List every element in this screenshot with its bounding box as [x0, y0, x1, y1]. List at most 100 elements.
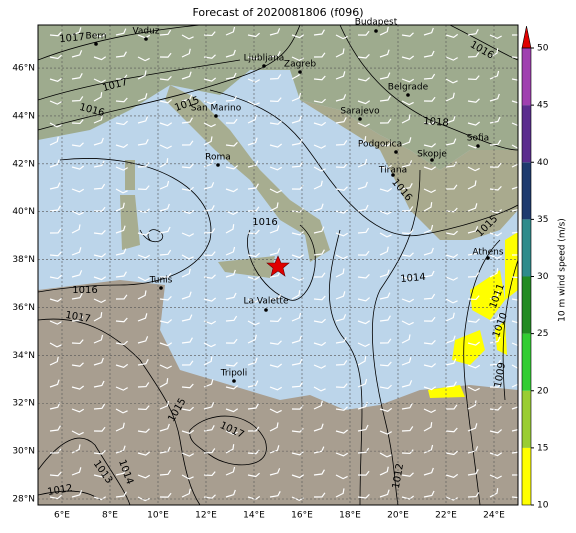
wind-barb — [137, 313, 148, 322]
wind-barb — [93, 312, 103, 322]
wind-barb — [379, 246, 389, 256]
city-label: Sarajevo — [340, 107, 380, 117]
wind-barb — [137, 254, 151, 259]
wind-barb — [423, 408, 436, 414]
wind-barb — [49, 228, 62, 234]
wind-barb — [159, 446, 171, 454]
wind-barb — [203, 100, 217, 105]
wind-barb — [225, 165, 239, 170]
wind-barb — [181, 209, 195, 215]
wind-barb — [71, 188, 85, 193]
city-dot — [486, 256, 490, 260]
wind-barb — [401, 114, 411, 124]
wind-barb — [203, 31, 216, 37]
lat-tick-label: 44°N — [12, 111, 35, 121]
wind-barb — [71, 270, 83, 278]
wind-barb — [291, 451, 305, 456]
colorbar-tick-label: 25 — [537, 329, 548, 339]
wind-barb — [115, 408, 128, 414]
wind-barb — [159, 226, 171, 234]
wind-barb — [335, 291, 346, 300]
wind-barb — [357, 424, 369, 432]
colorbar-segment — [522, 48, 531, 106]
colorbar-segment — [522, 390, 531, 448]
wind-barb — [181, 474, 194, 480]
city-dot — [216, 163, 220, 167]
wind-barb — [401, 100, 414, 106]
wind-barb — [115, 202, 125, 212]
wind-barb — [137, 451, 151, 456]
wind-barb — [313, 295, 326, 301]
map-labels: 6°E 8°E 10°E 12°E 14°E 16°E 18°E 20°E 22°E 24°E 28… — [12, 18, 510, 521]
wind-barb — [445, 253, 459, 259]
wind-barb — [269, 188, 282, 194]
wind-barb — [269, 445, 280, 454]
wind-barb — [313, 75, 326, 81]
wind-barb — [203, 356, 213, 366]
wind-barb — [71, 408, 85, 413]
wind-barb — [511, 447, 523, 454]
lat-tick-label: 30°N — [12, 447, 35, 457]
wind-barb — [401, 320, 414, 326]
wind-barb — [313, 492, 326, 498]
wind-barb — [225, 141, 238, 147]
wind-barb — [49, 100, 62, 105]
wind-barb — [49, 448, 62, 454]
colorbar-tick-label: 45 — [537, 101, 548, 111]
wind-barb — [115, 317, 128, 323]
wind-barb — [467, 400, 477, 410]
wind-barb — [269, 120, 282, 125]
isobar-label: 1017 — [59, 32, 85, 45]
wind-barb — [269, 317, 282, 323]
wind-barb — [489, 474, 502, 480]
wind-barb — [335, 383, 348, 389]
wind-barb — [115, 294, 128, 300]
wind-barb — [49, 379, 60, 388]
city-dot — [298, 70, 302, 74]
wind-barb — [335, 163, 348, 169]
lon-tick-label: 16°E — [291, 511, 313, 521]
wind-barb — [115, 445, 126, 454]
lon-tick-label: 22°E — [435, 511, 457, 521]
wind-barb — [247, 55, 261, 61]
wind-barb — [181, 48, 191, 58]
wind-barb — [379, 466, 389, 476]
city-label: Belgrade — [388, 83, 429, 93]
wind-barb — [357, 273, 370, 279]
wind-barb — [467, 226, 479, 234]
wind-barb — [269, 386, 283, 391]
wind-barb — [313, 226, 325, 234]
wind-barb — [335, 452, 349, 457]
wind-barb — [137, 139, 149, 146]
wind-barb — [247, 206, 260, 212]
wind-barb — [313, 469, 325, 476]
wind-barb — [225, 315, 238, 322]
wind-barb — [203, 494, 216, 499]
city-dot — [374, 29, 378, 33]
wind-barb — [511, 204, 523, 212]
wind-barb — [71, 73, 83, 80]
colorbar-segment — [522, 105, 531, 163]
wind-barb — [115, 468, 127, 476]
wind-barb — [93, 357, 104, 366]
wind-barb — [159, 203, 170, 212]
wind-barb — [401, 32, 414, 37]
wind-barb — [49, 320, 62, 325]
wind-barb — [225, 489, 236, 498]
wind-barb — [225, 292, 237, 300]
wind-barb — [203, 77, 217, 82]
city-dot — [476, 144, 480, 148]
wind-barb — [467, 249, 479, 256]
wind-barb — [357, 53, 370, 59]
city-label: Sofia — [467, 134, 489, 144]
wind-barb — [445, 56, 458, 61]
wind-barb — [489, 290, 500, 300]
wind-barb — [49, 402, 61, 410]
wind-barb — [489, 313, 500, 322]
wind-barb — [247, 426, 260, 432]
lon-tick-label: 6°E — [54, 511, 70, 521]
wind-barb — [247, 32, 260, 38]
wind-barb — [137, 382, 150, 388]
wind-barb — [313, 423, 324, 432]
wind-barb — [401, 380, 413, 388]
